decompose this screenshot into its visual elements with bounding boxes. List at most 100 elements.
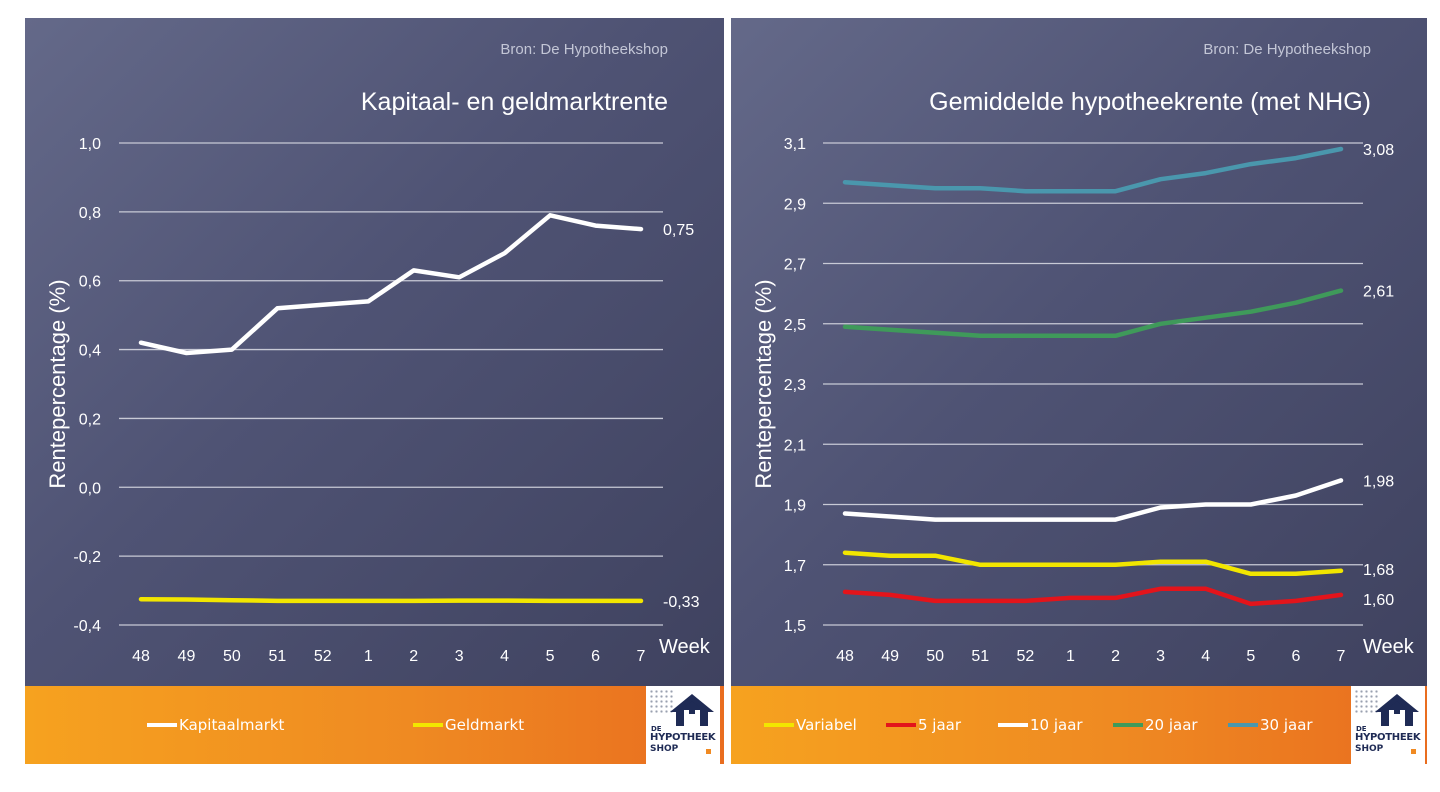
y-axis-label: Rentepercentage (%): [751, 279, 776, 488]
house-icon: [670, 694, 714, 726]
x-tick-label: 5: [1246, 648, 1255, 665]
legend-item-20-jaar: 20 jaar: [1113, 716, 1198, 734]
legend-label: 20 jaar: [1145, 716, 1198, 734]
hypotheekshop-logo: DE HYPOTHEEK SHOP: [1351, 686, 1425, 764]
chart-panel-right: Bron: De Hypotheekshop Gemiddelde hypothe…: [731, 18, 1427, 764]
legend-label: 5 jaar: [918, 716, 962, 734]
legend-swatch: [1113, 723, 1143, 727]
logo-dot-pattern: [649, 689, 675, 715]
chart-title: Gemiddelde hypotheekrente (met NHG): [929, 88, 1371, 116]
x-tick-label: 50: [223, 648, 241, 665]
y-tick-label: 2,9: [784, 196, 806, 213]
x-tick-label: 7: [1337, 648, 1346, 665]
x-tick-label: 3: [455, 648, 464, 665]
legend-item-30-jaar: 30 jaar: [1228, 716, 1313, 734]
y-axis-label: Rentepercentage (%): [45, 279, 70, 488]
y-tick-label: 0,0: [79, 480, 101, 497]
chart-title: Kapitaal- en geldmarktrente: [361, 88, 668, 116]
y-tick-label: 0,4: [79, 343, 101, 360]
legend-item-5-jaar: 5 jaar: [886, 716, 961, 734]
x-tick-label: 48: [132, 648, 150, 665]
x-tick-label: 50: [926, 648, 944, 665]
x-tick-label: 1: [364, 648, 373, 665]
end-value-label: -0,33: [663, 594, 700, 611]
end-value-label: 1,60: [1363, 592, 1394, 609]
x-tick-label: 6: [591, 648, 600, 665]
y-tick-label: 0,6: [79, 274, 101, 291]
y-tick-label: 2,3: [784, 377, 806, 394]
chart-panel-left: Bron: De Hypotheekshop Kapitaal- en geldm…: [25, 18, 724, 764]
x-tick-label: 52: [1016, 648, 1034, 665]
y-tick-label: 1,5: [784, 618, 806, 635]
plot-background: [25, 18, 724, 686]
y-tick-label: 0,8: [79, 205, 101, 222]
logo-text-de: DE: [1356, 725, 1367, 733]
x-tick-label: 3: [1156, 648, 1165, 665]
logo-text-shop: SHOP: [650, 744, 679, 754]
legend-label: 30 jaar: [1260, 716, 1313, 734]
hypotheekshop-logo: DE HYPOTHEEK SHOP: [646, 686, 720, 764]
end-value-label: 1,68: [1363, 562, 1394, 579]
legend-item-geldmarkt: Geldmarkt: [413, 716, 524, 734]
x-tick-label: 48: [836, 648, 854, 665]
legend-swatch: [1228, 723, 1258, 727]
legend-swatch: [147, 723, 177, 727]
logo-text-de: DE: [651, 725, 662, 733]
x-tick-label: 6: [1291, 648, 1300, 665]
x-tick-label: 49: [881, 648, 899, 665]
y-tick-label: 1,0: [79, 136, 101, 153]
legend-label: Geldmarkt: [445, 716, 525, 734]
series-line-20-jaar: [842, 288, 1344, 339]
end-value-label: 2,61: [1363, 284, 1394, 301]
y-tick-label: 3,1: [784, 136, 806, 153]
legend-bar: Variabel 5 jaar 10 jaar 20 jaar 30 jaar: [731, 686, 1427, 764]
end-value-label: 0,75: [663, 222, 694, 239]
y-tick-label: 1,9: [784, 498, 806, 515]
legend-swatch: [998, 723, 1028, 727]
x-axis-label: Week: [659, 636, 711, 658]
chart-source: Bron: De Hypotheekshop: [1203, 41, 1371, 58]
x-tick-label: 4: [500, 648, 509, 665]
y-tick-label: 0,2: [79, 411, 101, 428]
y-tick-label: -0,4: [73, 618, 101, 635]
logo-text-hypotheek: HYPOTHEEK: [1355, 732, 1421, 743]
logo-orange-square: [706, 749, 711, 754]
mortgage-rate-chart: Bron: De Hypotheekshop Gemiddelde hypothe…: [751, 41, 1415, 665]
end-value-label: 3,08: [1363, 142, 1394, 159]
series-line-5-jaar: [842, 586, 1344, 607]
series-line-30-jaar: [842, 146, 1344, 194]
series-line-variabel: [842, 550, 1344, 577]
logo-orange-square: [1411, 749, 1416, 754]
logo-text-hypotheek: HYPOTHEEK: [650, 732, 716, 743]
x-tick-label: 49: [178, 648, 196, 665]
house-icon: [1375, 694, 1419, 726]
legend-label: 10 jaar: [1030, 716, 1083, 734]
capital-money-market-chart: Bron: De Hypotheekshop Kapitaal- en geldm…: [45, 41, 711, 665]
x-tick-label: 51: [971, 648, 989, 665]
legend-item-variabel: Variabel: [764, 716, 857, 734]
y-tick-label: 1,7: [784, 558, 806, 575]
y-tick-label: 2,7: [784, 257, 806, 274]
x-tick-label: 51: [268, 648, 286, 665]
x-tick-label: 1: [1066, 648, 1075, 665]
x-axis-label: Week: [1363, 636, 1415, 658]
series-line-geldmarkt: [138, 596, 644, 604]
logo-text-shop: SHOP: [1355, 744, 1384, 754]
logo-dot-pattern: [1354, 689, 1380, 715]
series-line-10-jaar: [842, 478, 1344, 522]
legend-swatch: [886, 723, 916, 727]
y-tick-label: -0,2: [73, 549, 101, 566]
x-tick-label: 5: [546, 648, 555, 665]
series-line-kapitaalmarkt: [138, 213, 644, 356]
x-tick-label: 52: [314, 648, 332, 665]
y-tick-label: 2,1: [784, 437, 806, 454]
legend-label: Variabel: [796, 716, 857, 734]
legend-item-10-jaar: 10 jaar: [998, 716, 1083, 734]
legend-swatch: [413, 723, 443, 727]
legend-bar: Kapitaalmarkt Geldmarkt: [25, 686, 724, 764]
y-tick-label: 2,5: [784, 317, 806, 334]
x-tick-label: 7: [637, 648, 646, 665]
x-tick-label: 4: [1201, 648, 1210, 665]
legend-label: Kapitaalmarkt: [179, 716, 285, 734]
x-tick-label: 2: [409, 648, 418, 665]
